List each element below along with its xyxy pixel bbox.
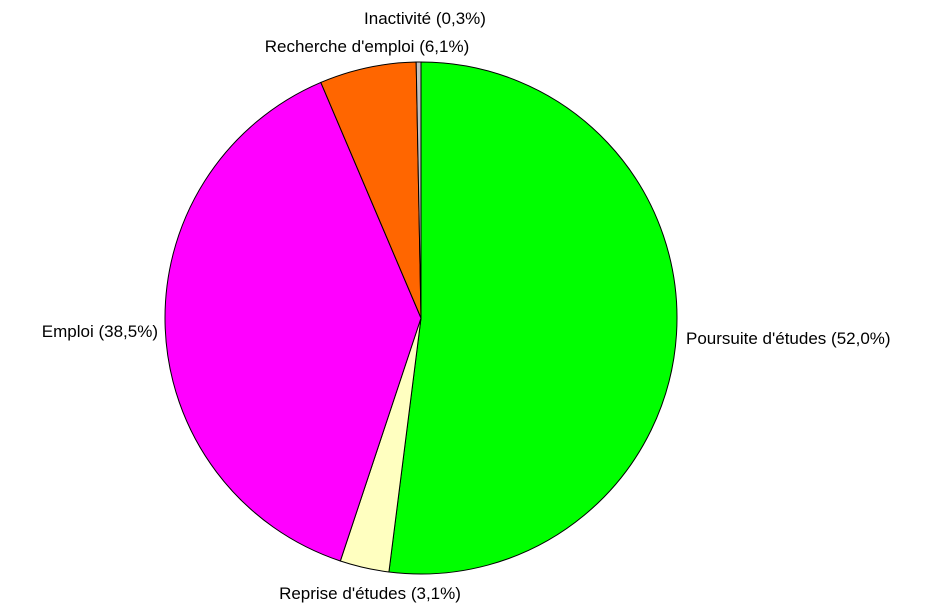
- slice-label: Poursuite d'études (52,0%): [686, 329, 891, 348]
- pie-slice: [164, 81, 422, 562]
- value-label: (52,0%): [831, 329, 891, 348]
- pie-slice: [415, 61, 422, 319]
- category-name: Reprise d'études: [279, 584, 406, 603]
- category-name: Recherche d'emploi: [265, 37, 415, 56]
- slice-label: Recherche d'emploi (6,1%): [265, 37, 470, 56]
- slice-label: Reprise d'études (3,1%): [279, 584, 461, 603]
- value-label: (3,1%): [411, 584, 461, 603]
- value-label: (0,3%): [436, 9, 486, 28]
- pie-slice: [388, 61, 678, 575]
- category-name: Poursuite d'études: [686, 329, 826, 348]
- value-label: (38,5%): [98, 322, 158, 341]
- category-name: Inactivité: [364, 9, 431, 28]
- slice-label: Emploi (38,5%): [42, 322, 158, 341]
- slice-label: Inactivité (0,3%): [364, 9, 486, 28]
- category-name: Emploi: [42, 322, 94, 341]
- value-label: (6,1%): [419, 37, 469, 56]
